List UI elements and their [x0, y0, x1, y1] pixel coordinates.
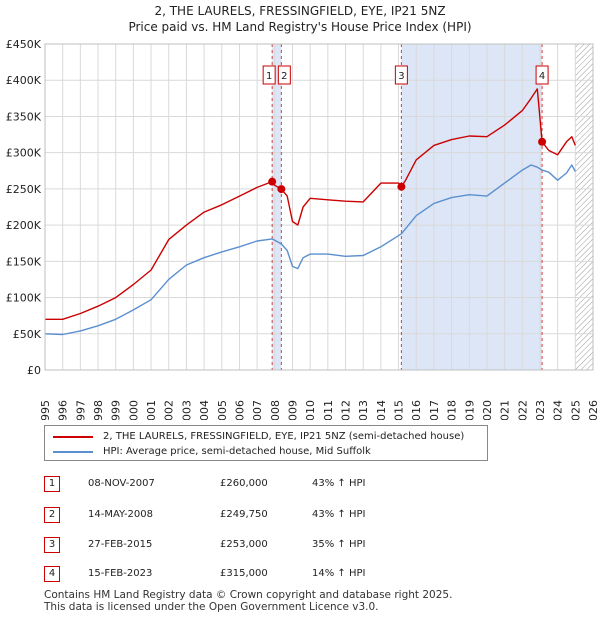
sale-date: 14-MAY-2008: [88, 509, 154, 520]
x-tick-label: 2008: [269, 400, 282, 420]
sale-hpi-diff: 35% ↑ HPI: [312, 539, 366, 550]
footer-attribution: Contains HM Land Registry data © Crown c…: [44, 589, 452, 613]
x-tick-label: 2013: [357, 400, 370, 420]
sale-point: [538, 137, 547, 146]
x-tick-label: 2018: [446, 400, 459, 420]
x-tick-label: 2006: [233, 400, 246, 420]
sale-label-box: [394, 65, 408, 85]
y-tick-label: £150K: [6, 255, 42, 268]
x-tick-label: 1995: [39, 400, 52, 420]
footer-line-1: Contains HM Land Registry data © Crown c…: [44, 589, 453, 601]
y-tick-label: £350K: [6, 110, 42, 123]
sale-hpi-diff: 14% ↑ HPI: [312, 568, 366, 579]
x-tick-label: 2024: [552, 400, 565, 420]
legend: 2, THE LAURELS, FRESSINGFIELD, EYE, IP21…: [44, 425, 488, 461]
hpi-line: [45, 164, 576, 336]
sale-label-number: 3: [398, 71, 404, 82]
sale-marker-badge: 4: [44, 566, 60, 582]
sale-label-box: [277, 65, 291, 85]
x-tick-label: 2003: [180, 400, 193, 420]
y-tick-label: £450K: [6, 38, 42, 51]
y-tick-label: £200K: [6, 219, 42, 232]
series-group: [45, 88, 576, 336]
x-tick-label: 2014: [375, 400, 388, 420]
price-chart: £0 £50K £100K £150K £200K £250K £300K £350K £400…: [6, 38, 600, 420]
x-tick-label: 2011: [322, 400, 335, 420]
x-tick-label: 2009: [286, 400, 299, 420]
x-tick-label: 2020: [481, 400, 494, 420]
sale-label-number: 1: [266, 71, 272, 82]
sale-price: £253,000: [220, 539, 268, 550]
sale-date: 27-FEB-2015: [88, 539, 153, 550]
x-tick-label: 2005: [216, 400, 229, 420]
x-tick-label: 2015: [393, 400, 406, 420]
sale-hpi-diff: 43% ↑ HPI: [312, 478, 366, 489]
sale-marker-badge: 1: [44, 476, 60, 492]
sale-point: [268, 177, 277, 186]
x-tick-label: 1996: [57, 400, 70, 420]
x-tick-label: 2007: [251, 400, 264, 420]
sale-label-box: [262, 65, 276, 85]
legend-swatch-hpi: [53, 451, 93, 453]
sale-price: £249,750: [220, 509, 268, 520]
y-tick-label: £50K: [13, 328, 42, 341]
x-tick-label: 2010: [304, 400, 317, 420]
x-tick-label: 2004: [198, 400, 211, 420]
x-tick-label: 2017: [428, 400, 441, 420]
x-tick-label: 2021: [499, 400, 512, 420]
forecast-hatch: [575, 44, 593, 370]
chart-subtitle: Price paid vs. HM Land Registry's House …: [128, 20, 472, 34]
x-tick-label: 2025: [569, 400, 582, 420]
x-tick-label: 2016: [410, 400, 423, 420]
x-tick-label: 2002: [163, 400, 176, 420]
x-tick-label: 2000: [127, 400, 140, 420]
sale-label-number: 4: [539, 71, 545, 82]
sale-point: [277, 185, 286, 194]
y-tick-label: £0: [27, 364, 41, 377]
legend-label-property: 2, THE LAURELS, FRESSINGFIELD, EYE, IP21…: [103, 431, 465, 442]
sale-date: 08-NOV-2007: [88, 478, 155, 489]
property-price-line: [45, 88, 576, 320]
sale-period-shade: [401, 44, 543, 370]
legend-label-hpi: HPI: Average price, semi-detached house,…: [103, 446, 371, 457]
x-tick-label: 2019: [463, 400, 476, 420]
sale-marker-badge: 2: [44, 507, 60, 523]
x-tick-label: 2026: [587, 400, 600, 420]
x-tick-label: 2012: [340, 400, 353, 420]
chart-title: 2, THE LAURELS, FRESSINGFIELD, EYE, IP21…: [154, 4, 446, 18]
sale-point: [397, 182, 406, 191]
sale-price: £260,000: [220, 478, 268, 489]
sale-price: £315,000: [220, 568, 268, 579]
x-tick-label: 1998: [92, 400, 105, 420]
sale-marker-badge: 3: [44, 537, 60, 553]
x-tick-label: 1997: [74, 400, 87, 420]
x-tick-label: 2001: [145, 400, 158, 420]
y-tick-label: £250K: [6, 183, 42, 196]
x-tick-label: 1999: [110, 400, 123, 420]
y-tick-label: £400K: [6, 74, 42, 87]
sale-label-box: [535, 65, 549, 85]
sale-date: 15-FEB-2023: [88, 568, 153, 579]
legend-swatch-property: [53, 436, 93, 438]
sale-hpi-diff: 43% ↑ HPI: [312, 509, 366, 520]
footer-line-2: This data is licensed under the Open Gov…: [44, 601, 379, 613]
y-tick-label: £300K: [6, 147, 42, 160]
x-tick-label: 2023: [534, 400, 547, 420]
plot-border: [44, 43, 594, 371]
sale-label-number: 2: [281, 71, 287, 82]
sale-period-shade: [272, 44, 282, 370]
x-tick-label: 2022: [516, 400, 529, 420]
y-tick-label: £100K: [6, 292, 42, 305]
